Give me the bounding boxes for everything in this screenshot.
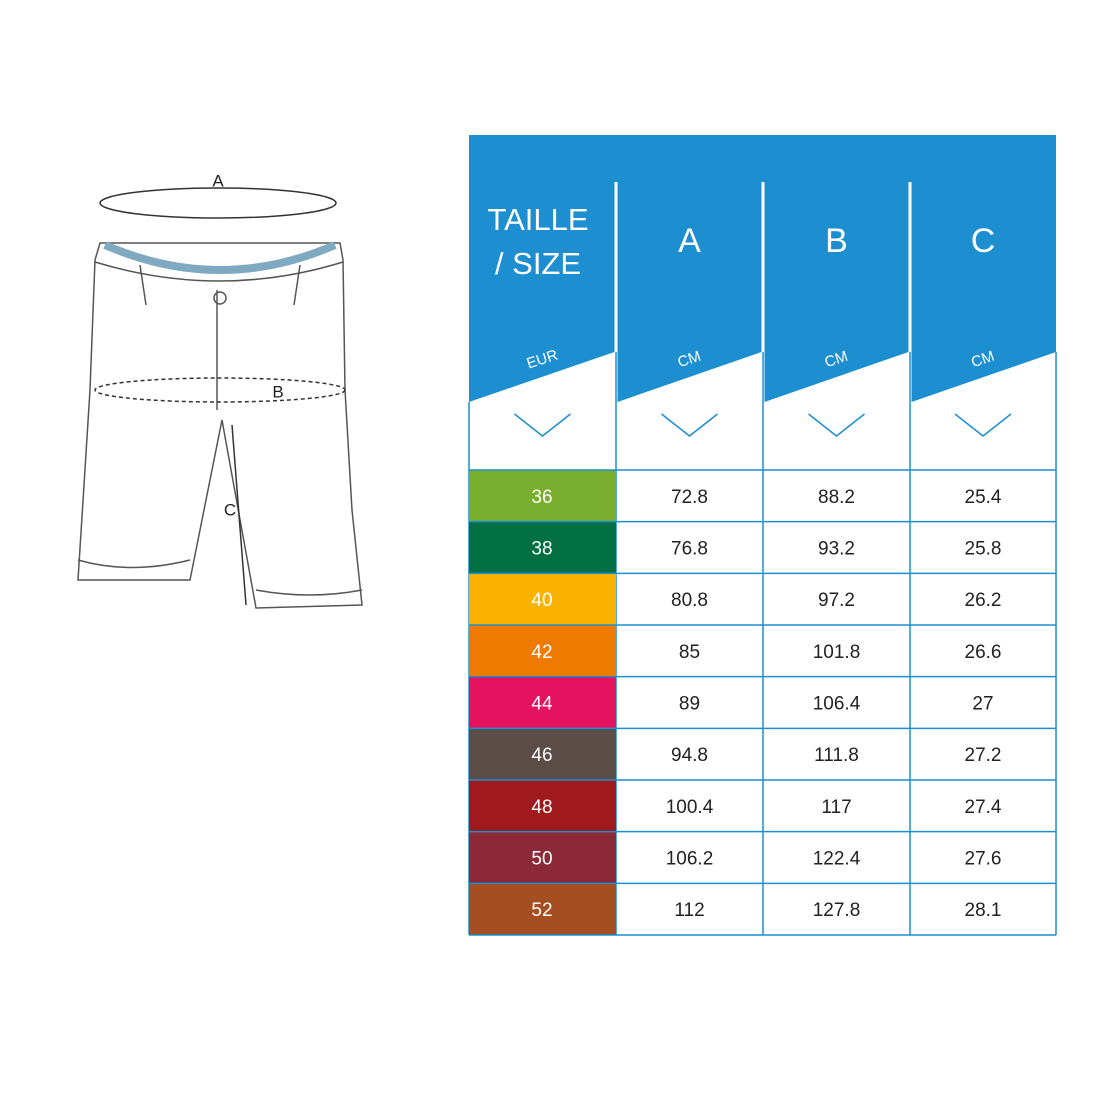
measure-value: 27.4 xyxy=(965,797,1002,818)
measure-value: 26.6 xyxy=(965,642,1002,663)
size-value: 52 xyxy=(531,900,552,921)
measure-value: 94.8 xyxy=(671,745,708,766)
measure-value: 101.8 xyxy=(813,642,861,663)
measure-value: 76.8 xyxy=(671,539,708,560)
measure-label: A xyxy=(212,171,224,190)
measure-value: 100.4 xyxy=(666,797,714,818)
chevron xyxy=(661,413,718,437)
size-value: 38 xyxy=(531,539,552,560)
inseam-arrow xyxy=(231,424,247,606)
measure-value: 80.8 xyxy=(671,590,708,611)
hem-folds xyxy=(77,559,363,596)
measure-value: 85 xyxy=(679,642,700,663)
diagram-labels: A B C xyxy=(212,171,283,519)
header-cell xyxy=(911,180,1056,402)
waist-ring xyxy=(99,187,337,219)
button xyxy=(213,291,227,305)
unit-label: CM xyxy=(823,348,850,371)
measure-value: 25.4 xyxy=(965,487,1002,508)
header-band xyxy=(469,135,1056,182)
size-header: TAILLE xyxy=(487,202,588,237)
size-cell xyxy=(469,831,616,884)
measure-value: 27.6 xyxy=(965,849,1002,870)
measure-value: 72.8 xyxy=(671,487,708,508)
size-value: 36 xyxy=(531,487,552,508)
belt-loops xyxy=(139,264,301,306)
shorts-outline xyxy=(77,242,363,609)
measure-value: 117 xyxy=(821,797,851,818)
size-cell xyxy=(469,728,616,780)
unit-label: CM xyxy=(676,348,703,371)
measure-label: B xyxy=(272,382,283,401)
measure-value: 97.2 xyxy=(818,590,855,611)
header-cell xyxy=(764,180,909,402)
measure-value: 25.8 xyxy=(965,539,1002,560)
measure-value: 28.1 xyxy=(965,900,1002,921)
waistband xyxy=(103,241,337,274)
hip-ring xyxy=(94,377,346,403)
size-value: 48 xyxy=(531,797,552,818)
column-header: B xyxy=(825,222,848,260)
measure-value: 122.4 xyxy=(813,849,861,870)
chevron xyxy=(808,413,865,437)
size-header: / SIZE xyxy=(495,246,581,281)
measure-label: C xyxy=(224,500,236,519)
measure-value: 127.8 xyxy=(813,900,861,921)
header-cell xyxy=(617,180,762,402)
column-header: C xyxy=(971,222,996,260)
size-cell xyxy=(469,521,616,574)
size-cell xyxy=(469,676,616,729)
size-cell xyxy=(469,573,616,625)
column-header: A xyxy=(678,222,701,260)
measure-value: 27.2 xyxy=(965,745,1002,766)
shorts-drawing xyxy=(77,187,363,609)
size-cell xyxy=(469,625,616,677)
measure-value: 88.2 xyxy=(818,487,855,508)
measure-value: 111.8 xyxy=(814,745,859,766)
measure-value: 26.2 xyxy=(965,590,1002,611)
waist-seam xyxy=(94,261,344,282)
size-value: 46 xyxy=(531,745,552,766)
measure-value: 106.2 xyxy=(666,849,714,870)
size-cell xyxy=(469,470,616,522)
chevron xyxy=(954,413,1012,437)
measure-value: 93.2 xyxy=(818,539,855,560)
measure-value: 112 xyxy=(674,900,704,921)
unit-label: CM xyxy=(969,348,996,371)
size-value: 50 xyxy=(531,849,552,870)
size-value: 40 xyxy=(531,590,552,611)
measure-value: 89 xyxy=(679,694,700,715)
measure-value: 106.4 xyxy=(813,694,861,715)
chevron xyxy=(514,413,571,437)
header-cell xyxy=(469,180,615,402)
size-value: 42 xyxy=(531,642,552,663)
measure-value: 27 xyxy=(972,694,993,715)
size-cell xyxy=(469,780,616,832)
size-value: 44 xyxy=(531,694,553,715)
size-cell xyxy=(469,883,616,935)
